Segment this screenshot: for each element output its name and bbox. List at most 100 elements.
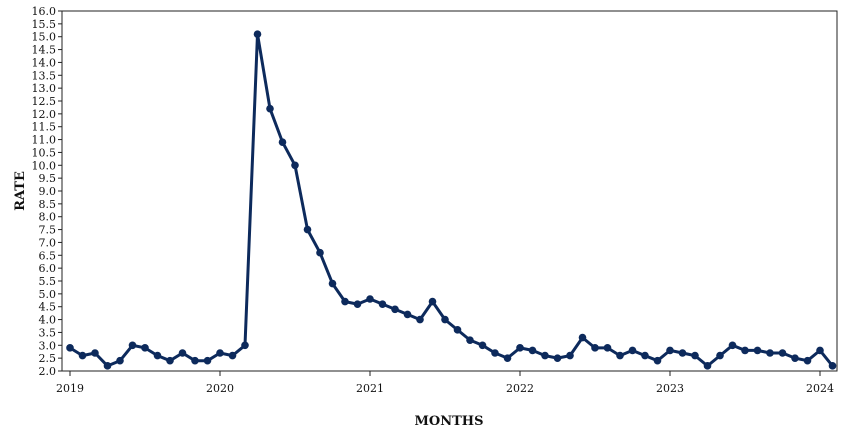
y-tick-label: 15.0 xyxy=(32,31,57,44)
data-point xyxy=(803,356,812,365)
data-point xyxy=(691,351,699,360)
y-tick-label: 4.5 xyxy=(39,301,57,314)
data-point xyxy=(153,351,162,360)
data-point xyxy=(528,346,537,355)
data-point xyxy=(228,351,237,360)
y-tick-label: 13.5 xyxy=(32,69,57,82)
data-point xyxy=(391,305,399,314)
data-point xyxy=(491,349,499,357)
y-tick-label: 12.0 xyxy=(32,108,57,121)
y-tick-label: 7.5 xyxy=(39,224,57,237)
data-point xyxy=(516,344,524,352)
data-point xyxy=(791,354,799,362)
data-point xyxy=(378,300,387,308)
data-point xyxy=(553,354,562,362)
data-point xyxy=(728,341,737,350)
x-tick-label: 2023 xyxy=(656,382,684,395)
data-point xyxy=(641,351,649,360)
x-tick-label: 2021 xyxy=(356,382,384,395)
data-point xyxy=(828,362,837,370)
data-point xyxy=(66,344,74,352)
y-tick-label: 5.5 xyxy=(39,275,57,288)
y-tick-label: 2.5 xyxy=(39,352,57,365)
data-point xyxy=(591,344,599,352)
data-point xyxy=(816,346,824,355)
x-tick-label: 2019 xyxy=(56,382,84,395)
y-tick-label: 4.0 xyxy=(39,314,57,327)
data-point xyxy=(141,344,149,352)
y-tick-label: 10.5 xyxy=(32,146,57,159)
y-tick-label: 8.5 xyxy=(39,198,57,211)
data-point xyxy=(203,356,212,365)
series-points xyxy=(66,30,837,370)
data-point xyxy=(603,344,612,352)
data-point xyxy=(191,356,199,365)
data-point xyxy=(241,341,249,350)
data-point xyxy=(103,362,112,370)
data-point xyxy=(678,349,687,357)
data-point xyxy=(316,248,324,257)
y-tick-label: 13.0 xyxy=(32,82,57,95)
series-line xyxy=(69,32,834,368)
data-point xyxy=(703,362,712,370)
data-point xyxy=(428,297,437,306)
data-point xyxy=(653,356,662,365)
y-tick-label: 8.0 xyxy=(39,211,57,224)
data-point xyxy=(441,315,449,324)
data-point xyxy=(291,161,299,170)
data-point xyxy=(403,310,412,319)
data-point xyxy=(753,346,762,355)
data-point xyxy=(578,333,587,342)
y-tick-label: 9.0 xyxy=(39,185,57,198)
data-point xyxy=(341,297,349,306)
data-point xyxy=(453,326,462,334)
x-tick-label: 2022 xyxy=(506,382,534,395)
data-point xyxy=(478,341,487,350)
data-point xyxy=(616,351,624,360)
y-tick-label: 11.5 xyxy=(32,121,57,134)
x-axis: 2019 2020 2021 2022 2023 2024 xyxy=(56,371,834,395)
y-tick-label: 7.0 xyxy=(39,236,57,249)
data-point xyxy=(116,356,124,365)
y-axis: 2.02.53.03.54.04.55.05.56.06.57.07.58.08… xyxy=(32,5,62,378)
data-point xyxy=(166,356,174,365)
y-axis-title: RATE xyxy=(13,171,28,211)
data-point xyxy=(91,349,99,357)
y-tick-label: 15.5 xyxy=(32,18,57,31)
data-point xyxy=(216,349,224,357)
y-tick-label: 5.0 xyxy=(39,288,57,301)
x-tick-label: 2020 xyxy=(206,382,234,395)
data-point xyxy=(266,104,274,113)
data-point xyxy=(328,279,337,288)
y-tick-label: 16.0 xyxy=(32,5,57,18)
data-point xyxy=(741,346,749,355)
data-point xyxy=(766,349,774,357)
data-point xyxy=(666,346,674,355)
y-tick-label: 6.5 xyxy=(39,249,57,262)
data-point xyxy=(778,349,787,357)
y-tick-label: 14.0 xyxy=(32,56,57,69)
data-point xyxy=(78,351,87,360)
y-tick-label: 11.0 xyxy=(32,134,57,147)
data-point xyxy=(178,349,187,357)
data-point xyxy=(128,341,137,350)
y-tick-label: 10.0 xyxy=(32,159,57,172)
y-tick-label: 12.5 xyxy=(32,95,57,108)
x-tick-label: 2024 xyxy=(806,382,834,395)
data-point xyxy=(366,295,374,303)
data-point xyxy=(716,351,724,360)
y-tick-label: 14.5 xyxy=(32,44,57,57)
y-tick-label: 3.0 xyxy=(39,339,57,352)
data-point xyxy=(503,354,512,362)
data-point xyxy=(278,138,287,146)
y-tick-label: 9.5 xyxy=(39,172,57,185)
data-point xyxy=(353,300,362,308)
y-tick-label: 2.0 xyxy=(39,365,57,378)
data-point xyxy=(416,315,424,324)
y-tick-label: 3.5 xyxy=(39,326,57,339)
data-point xyxy=(466,336,474,344)
x-axis-title: MONTHS xyxy=(415,414,484,429)
y-tick-label: 6.0 xyxy=(39,262,57,275)
data-point xyxy=(566,351,574,360)
